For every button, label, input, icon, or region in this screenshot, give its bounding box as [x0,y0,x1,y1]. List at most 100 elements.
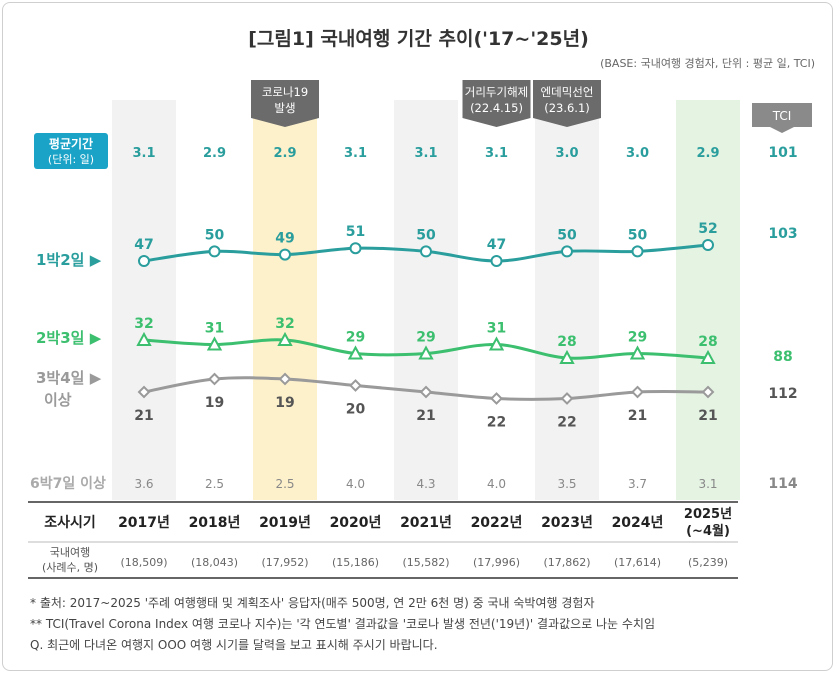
avg-days-label: 3.1 [132,146,155,161]
x-tick-label: 2021년 [400,515,452,531]
callout-2 [533,80,601,127]
extra-row-value: 4.3 [416,477,435,491]
column-bg-2 [253,100,317,500]
footnote-3: Q. 최근에 다녀온 여행지 OOO 여행 시기를 달력을 보고 표시해 주시기… [30,638,438,652]
footnote-2: ** TCI(Travel Corona Index 여행 코로나 지수)는 '… [30,617,656,631]
sample-size: (5,239) [688,556,728,569]
base-note: (BASE: 국내여행 경험자, 단위 : 평균 일, TCI) [600,57,815,70]
data-label: 22 [557,415,576,431]
data-label: 31 [205,321,224,337]
x-tick-label: 2023년 [541,515,593,531]
extra-row-value: 2.5 [205,477,224,491]
extra-row-value: 3.1 [698,477,717,491]
extra-row-value: 3.6 [134,477,153,491]
point-marker [278,372,292,386]
data-label: 21 [628,408,647,424]
point-marker [208,245,221,258]
series-label: 1박2일 ▶ [36,251,102,269]
data-label: 28 [698,334,717,350]
point-marker [700,349,716,364]
data-label: 29 [416,330,435,346]
data-label: 21 [134,408,153,424]
avg-days-label: 3.0 [555,146,578,161]
data-label: 50 [557,227,577,243]
callout-label: (23.6.1) [544,101,590,115]
chart-svg: TCI 코로나19 발생 거리두기해제 (22.4.15) 엔데믹선언 (23.6.1) 평균… [28,80,812,579]
data-label: 50 [416,227,436,243]
extra-row-value: 3.5 [557,477,576,491]
series-tci: 112 [768,386,797,402]
sample-header: 국내여행 [50,546,90,559]
extra-row-value: 4.0 [346,477,365,491]
sample-size: (18,509) [120,556,167,569]
point-marker [488,336,505,351]
point-marker [208,372,221,386]
data-label: 28 [557,334,576,350]
callout-0 [251,80,319,127]
tci-tag-arrow [770,127,794,133]
point-marker [277,331,293,346]
extra-row-tci: 114 [768,476,797,492]
series-tci: 103 [768,226,797,242]
data-label: 52 [698,221,717,237]
tci-tag [752,103,812,127]
sample-size: (17,862) [543,556,590,569]
sample-size: (15,186) [332,556,379,569]
extra-row-value: 3.7 [628,477,647,491]
x-tick-label: 2024년 [612,515,664,531]
data-label: 51 [346,224,365,240]
extra-row-value: 4.0 [487,477,506,491]
data-label: 50 [205,227,225,243]
avg-days-label: 2.9 [696,146,719,161]
data-label: 32 [275,316,294,332]
data-label: 50 [628,227,648,243]
avg-days-label: 2.9 [203,146,226,161]
x-tick-label: (~4월) [686,523,730,539]
column-bg-6 [535,100,599,500]
avg-tci: 101 [768,145,797,161]
point-marker [490,255,503,267]
point-marker [206,336,223,351]
tci-header: TCI [772,109,792,123]
sample-size: (18,043) [191,556,238,569]
point-marker [631,245,644,258]
column-bg-8 [676,100,740,500]
point-marker [138,255,150,267]
x-tick-label: 2020년 [330,515,382,531]
x-tick-label: 2022년 [471,515,523,531]
data-label: 19 [275,395,294,411]
sample-header: (사례수, 명) [42,561,98,574]
data-label: 49 [275,231,294,247]
data-label: 22 [487,415,506,431]
series-label: 2박3일 ▶ [36,329,102,347]
series-tci: 88 [773,349,792,365]
data-label: 32 [134,316,153,332]
point-marker [279,248,291,261]
point-marker [419,385,433,399]
sample-size: (17,614) [614,556,661,569]
point-marker [559,349,575,364]
avg-label: (단위: 일) [48,152,94,166]
point-marker [420,245,432,258]
point-marker [137,385,151,399]
callout-label: (22.4.15) [470,101,523,115]
column-bg-4 [394,100,458,500]
extra-row-label: 6박7일 이상 [30,475,106,492]
x-tick-label: 2018년 [189,515,241,531]
point-marker [701,385,715,399]
column-bg-0 [112,100,176,500]
data-label: 21 [416,408,435,424]
footnote-1: * 출처: 2017~2025 '주례 여행행태 및 계획조사' 응답자(매주 … [30,596,595,610]
point-marker [629,345,646,360]
avg-days-label: 2.9 [273,146,296,161]
point-marker [418,345,434,360]
avg-days-label: 3.1 [344,146,367,161]
x-tick-label: 2017년 [118,515,170,531]
sample-size: (15,582) [402,556,449,569]
point-marker [490,392,503,405]
point-marker [136,331,152,346]
avg-label: 평균기간 [49,136,93,151]
data-label: 29 [628,330,647,346]
callout-label: 거리두기해제 [465,85,528,99]
